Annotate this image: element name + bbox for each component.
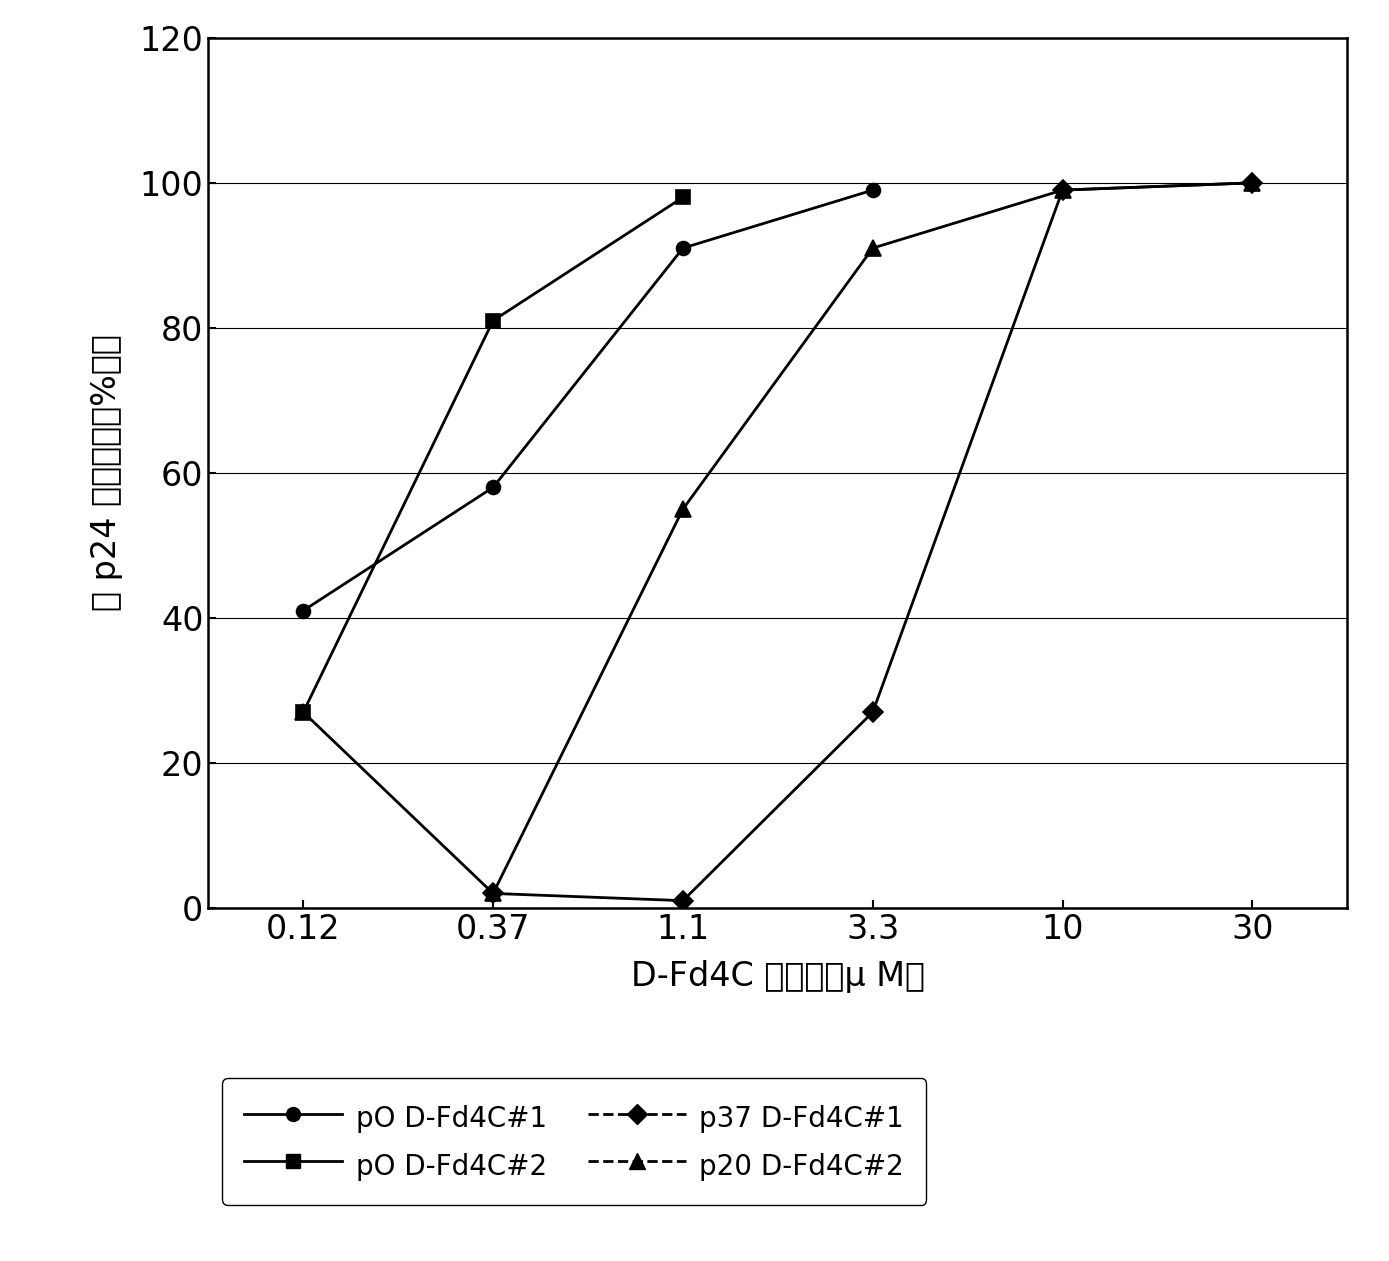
Legend: pO D-Fd4C#1, pO D-Fd4C#2, p37 D-Fd4C#1, p20 D-Fd4C#2: pO D-Fd4C#1, pO D-Fd4C#2, p37 D-Fd4C#1, … [222, 1078, 926, 1204]
X-axis label: D-Fd4C 的浓度（μ M）: D-Fd4C 的浓度（μ M） [631, 960, 925, 992]
Y-axis label: 对 p24 抗原产生的%抑制: 对 p24 抗原产生的%抑制 [90, 334, 124, 612]
